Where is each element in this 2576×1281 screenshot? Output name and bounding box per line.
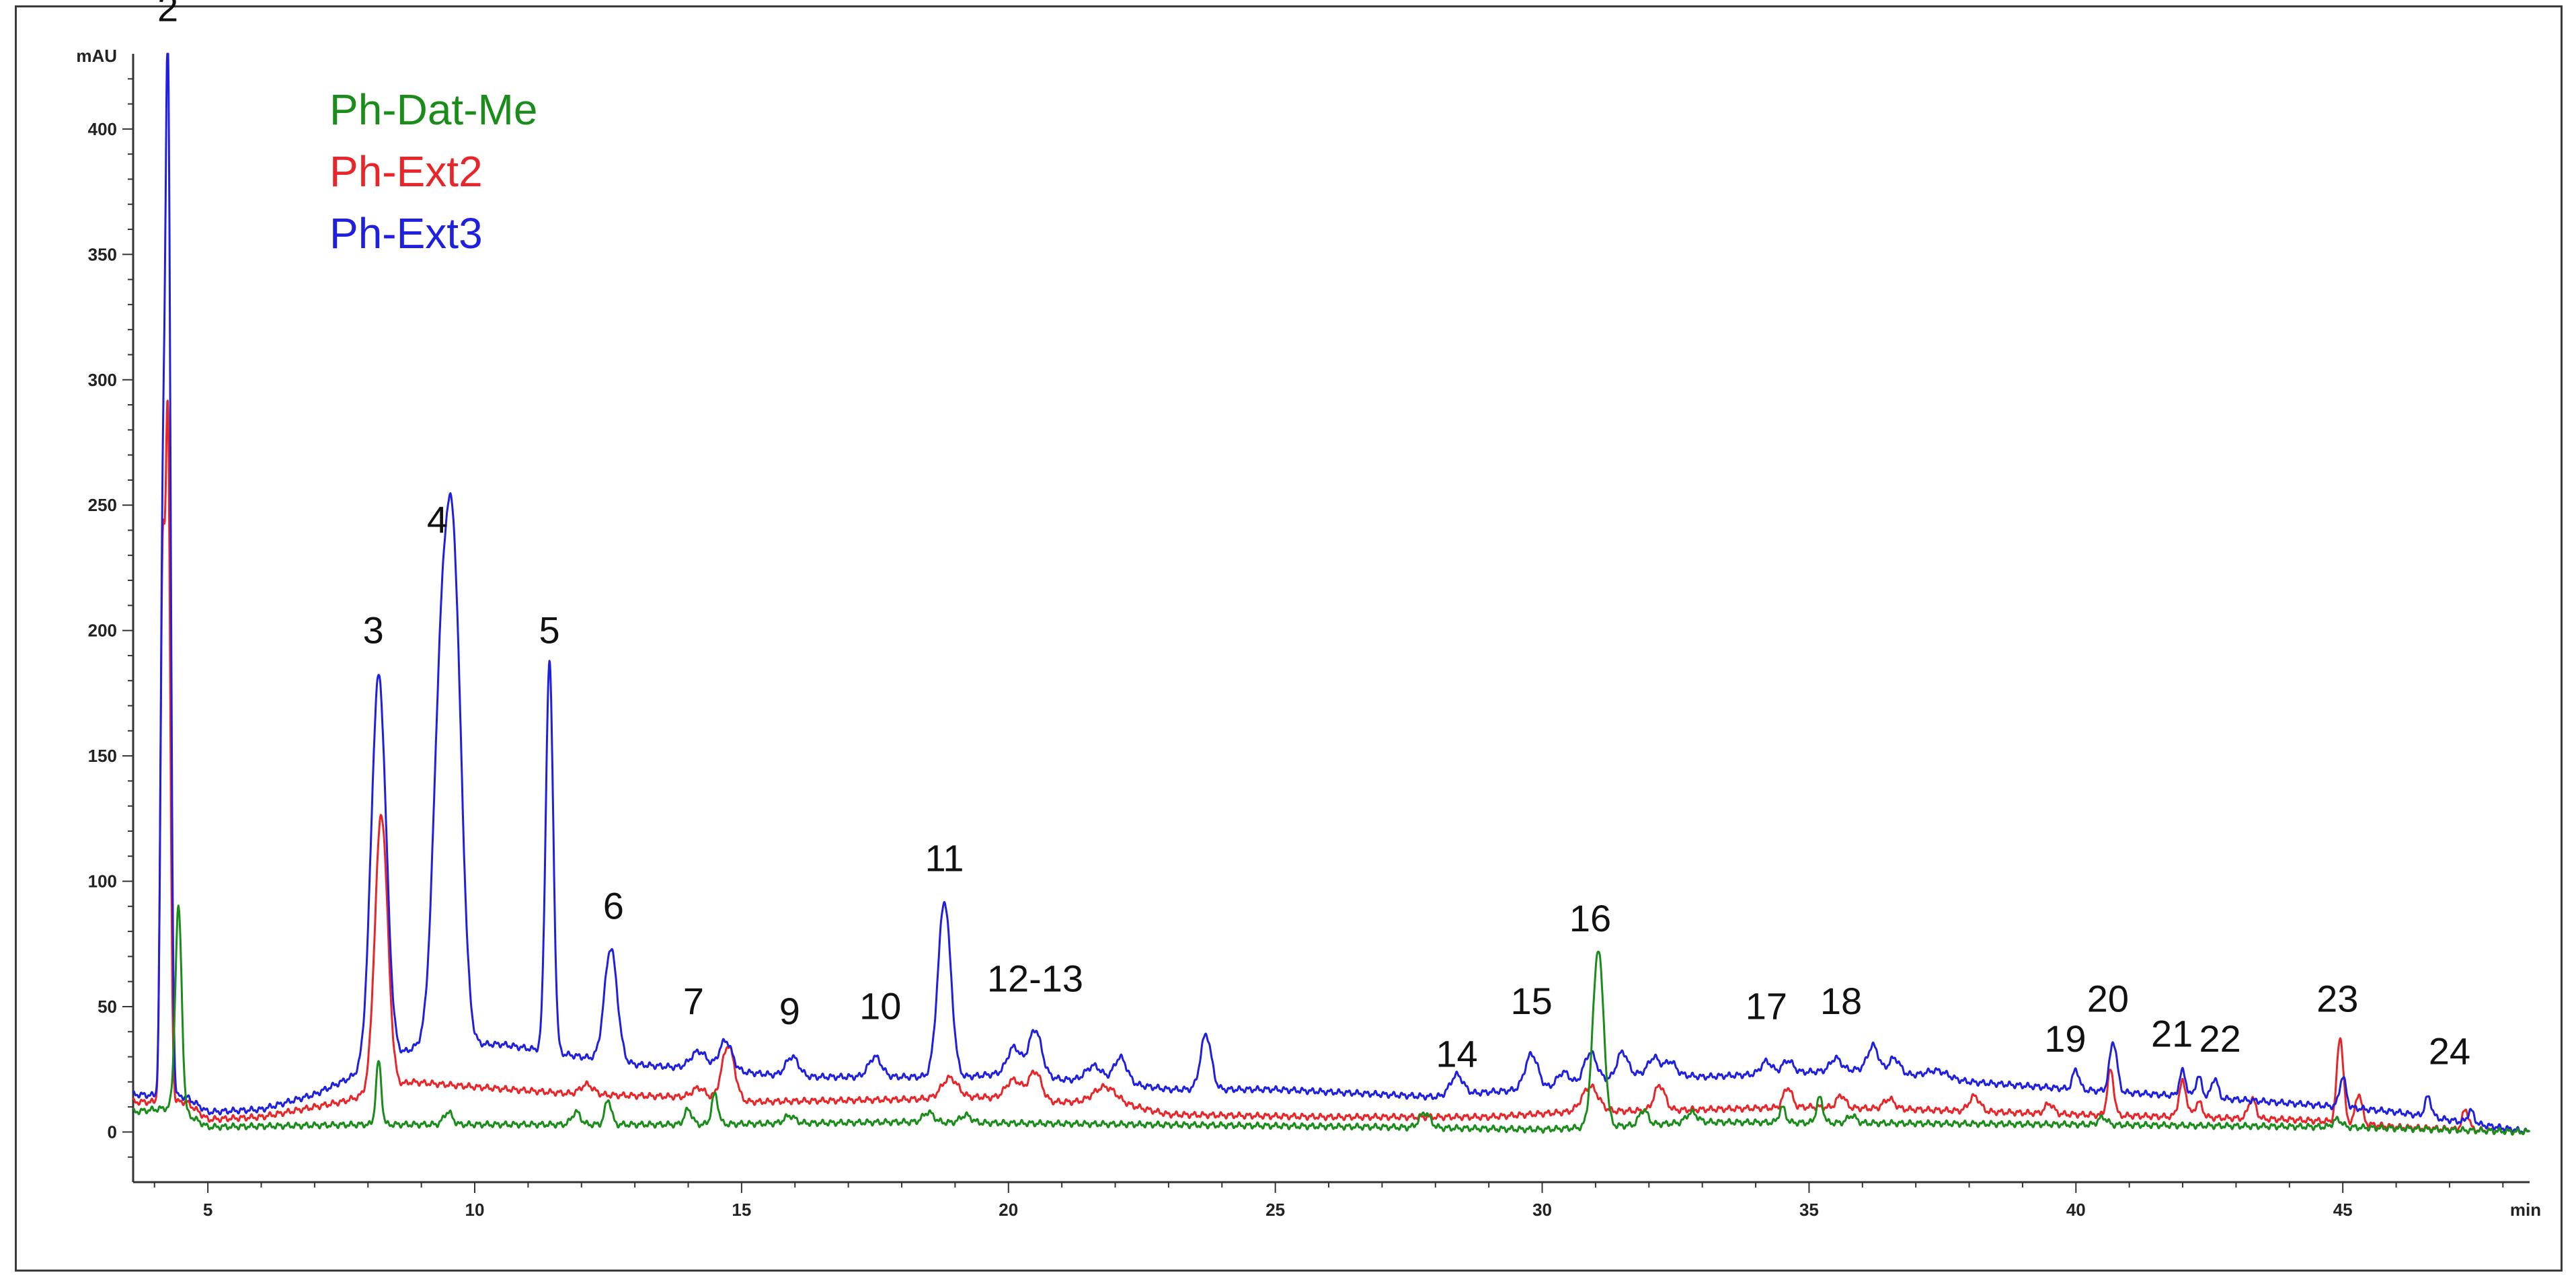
series-line-2 <box>132 52 2531 1134</box>
legend: Ph-Dat-Me Ph-Ext2 Ph-Ext3 <box>329 85 537 258</box>
series-line-0 <box>132 904 2531 1136</box>
x-tick-label: 20 <box>999 1200 1018 1220</box>
peak-label: 15 <box>1511 980 1553 1022</box>
y-tick-label: 300 <box>88 370 117 390</box>
legend-entry-0: Ph-Dat-Me <box>329 85 537 134</box>
peak-label: 7 <box>683 980 704 1022</box>
peak-label: 6 <box>603 884 624 927</box>
peak-label: 5 <box>539 609 560 651</box>
x-tick-label: 10 <box>465 1200 485 1220</box>
x-tick-label: 5 <box>203 1200 212 1220</box>
peak-label: 20 <box>2087 977 2129 1019</box>
legend-entry-2: Ph-Ext3 <box>329 209 483 258</box>
y-tick-label: 0 <box>108 1122 117 1142</box>
peak-label: 16 <box>1569 897 1611 939</box>
x-tick-label: 25 <box>1265 1200 1285 1220</box>
peak-label: 9 <box>779 990 800 1032</box>
x-tick-label: 15 <box>732 1200 751 1220</box>
y-tick-label: 400 <box>88 119 117 139</box>
x-tick-label: 35 <box>1799 1200 1819 1220</box>
traces <box>132 52 2531 1136</box>
peak-label: 23 <box>2316 977 2358 1019</box>
y-tick-label: 100 <box>88 871 117 892</box>
peak-label: 11 <box>925 837 964 880</box>
peak-label: 17 <box>1746 985 1787 1027</box>
x-tick-label: 30 <box>1532 1200 1552 1220</box>
series-line-1 <box>132 399 2531 1136</box>
peak-label: 18 <box>1820 980 1862 1022</box>
peak-label: 24 <box>2429 1030 2470 1073</box>
peak-label: 12-13 <box>987 958 1083 1000</box>
peak-label: 10 <box>859 985 901 1027</box>
x-tick-label: 45 <box>2333 1200 2353 1220</box>
legend-entry-1: Ph-Ext2 <box>329 147 483 196</box>
peak-label: 14 <box>1436 1032 1477 1075</box>
y-tick-label: 200 <box>88 621 117 641</box>
peak-label: 2 <box>157 0 178 30</box>
y-tick-label: 250 <box>88 495 117 515</box>
x-unit-label: min <box>2510 1200 2541 1220</box>
x-tick-label: 40 <box>2066 1200 2086 1220</box>
y-unit-label: mAU <box>76 46 117 66</box>
peak-label: 4 <box>427 498 448 541</box>
peak-label: 19 <box>2044 1017 2086 1060</box>
y-tick-label: 150 <box>88 746 117 766</box>
peak-label: 22 <box>2199 1017 2240 1060</box>
y-tick-label: 50 <box>97 997 117 1017</box>
peak-label: 3 <box>363 609 384 651</box>
y-tick-label: 350 <box>88 244 117 264</box>
peak-label: 21 <box>2151 1013 2193 1055</box>
